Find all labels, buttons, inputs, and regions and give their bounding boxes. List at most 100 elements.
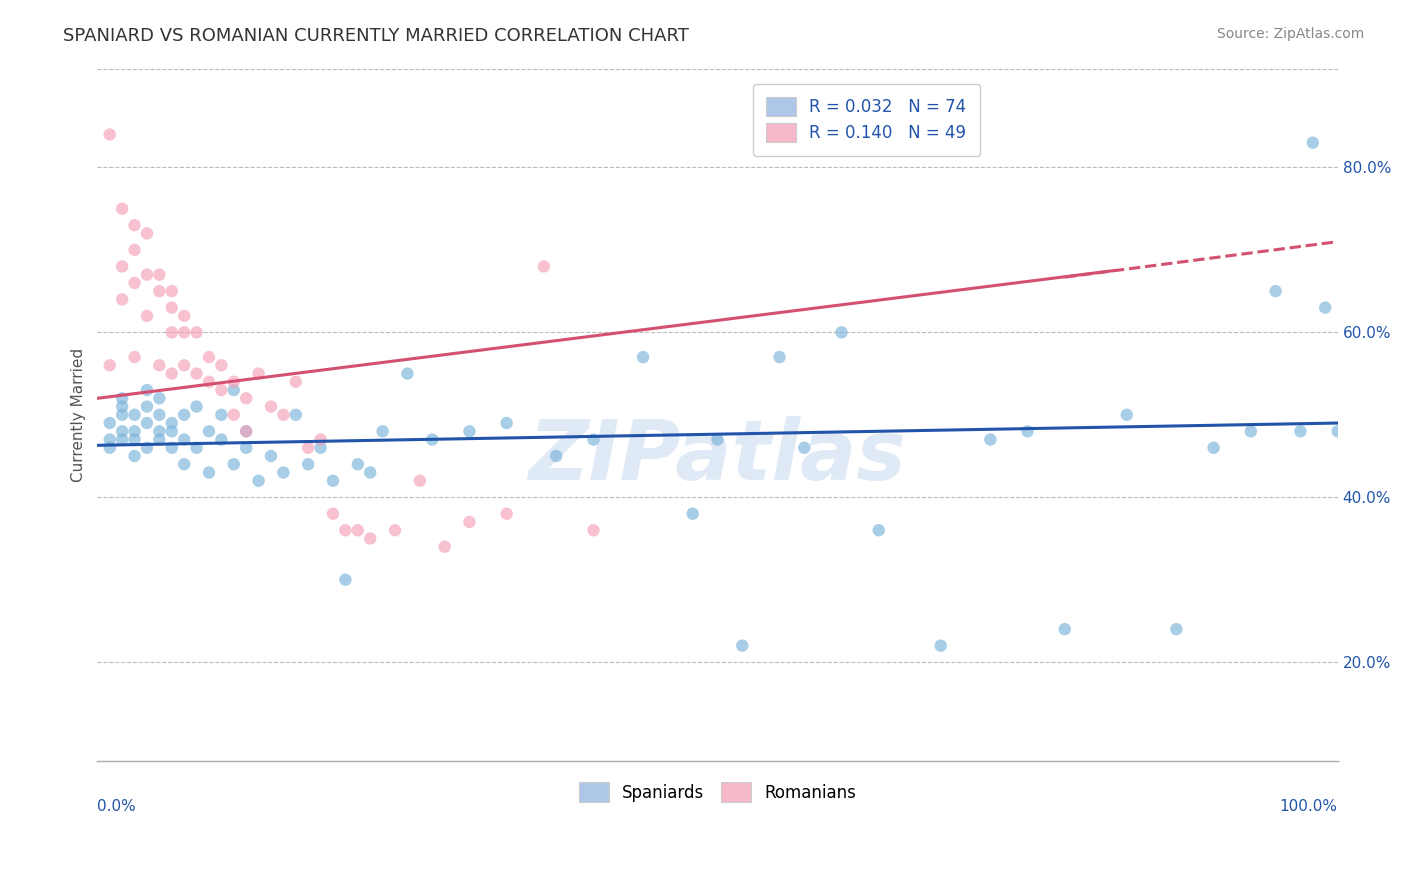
Point [136,400,159,414]
Point [768,350,790,364]
Point [359,466,381,480]
Point [1017,425,1039,439]
Point [260,400,283,414]
Point [868,523,890,537]
Point [682,507,704,521]
Text: Source: ZipAtlas.com: Source: ZipAtlas.com [1216,27,1364,41]
Point [148,268,170,282]
Point [582,433,605,447]
Point [124,243,146,257]
Point [111,392,134,406]
Point [186,367,208,381]
Point [793,441,815,455]
Point [533,260,555,274]
Point [98,416,121,430]
Point [284,375,307,389]
Point [111,433,134,447]
Point [1264,284,1286,298]
Point [186,400,208,414]
Point [148,425,170,439]
Point [273,466,295,480]
Point [111,408,134,422]
Point [124,433,146,447]
Point [235,392,257,406]
Point [731,639,754,653]
Point [111,400,134,414]
Text: ZIPatlas: ZIPatlas [529,416,907,497]
Point [222,457,245,471]
Point [148,433,170,447]
Point [136,441,159,455]
Text: SPANIARD VS ROMANIAN CURRENTLY MARRIED CORRELATION CHART: SPANIARD VS ROMANIAN CURRENTLY MARRIED C… [63,27,689,45]
Point [173,408,195,422]
Point [359,532,381,546]
Point [98,359,121,373]
Point [235,425,257,439]
Point [124,425,146,439]
Point [160,441,183,455]
Point [148,392,170,406]
Point [148,284,170,298]
Point [297,441,319,455]
Point [124,218,146,232]
Point [706,433,728,447]
Point [222,375,245,389]
Point [1240,425,1263,439]
Point [1289,425,1312,439]
Point [209,433,232,447]
Point [495,416,517,430]
Point [98,441,121,455]
Point [1053,622,1076,636]
Point [420,433,443,447]
Point [260,449,283,463]
Point [346,457,368,471]
Point [173,326,195,340]
Point [160,284,183,298]
Point [111,293,134,307]
Point [209,383,232,397]
Point [831,326,853,340]
Point [297,457,319,471]
Point [198,350,221,364]
Point [546,449,568,463]
Point [1202,441,1225,455]
Point [198,466,221,480]
Point [409,474,432,488]
Point [98,128,121,142]
Point [631,350,654,364]
Point [136,227,159,241]
Point [495,507,517,521]
Point [124,408,146,422]
Point [111,202,134,216]
Point [186,441,208,455]
Point [247,367,270,381]
Point [136,268,159,282]
Point [458,515,481,529]
Point [273,408,295,422]
Point [173,359,195,373]
Point [1115,408,1137,422]
Point [929,639,952,653]
Point [1315,301,1337,315]
Point [222,408,245,422]
Point [433,540,456,554]
Legend: Spaniards, Romanians: Spaniards, Romanians [565,769,869,815]
Point [222,383,245,397]
Y-axis label: Currently Married: Currently Married [72,348,86,482]
Point [1166,622,1188,636]
Text: 0.0%: 0.0% [97,799,136,814]
Point [124,449,146,463]
Point [186,326,208,340]
Point [209,359,232,373]
Point [160,301,183,315]
Point [173,309,195,323]
Point [235,425,257,439]
Point [309,441,332,455]
Point [198,375,221,389]
Point [396,367,419,381]
Point [458,425,481,439]
Point [111,260,134,274]
Point [335,573,357,587]
Point [111,425,134,439]
Point [124,350,146,364]
